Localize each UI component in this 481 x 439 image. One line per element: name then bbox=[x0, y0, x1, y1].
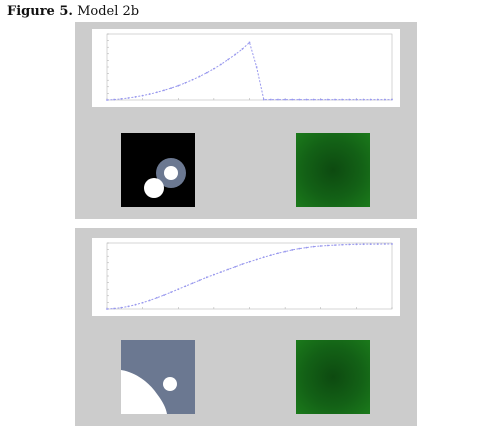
data-point bbox=[262, 256, 265, 259]
top-mask-image bbox=[121, 133, 195, 207]
data-point bbox=[198, 279, 201, 282]
data-point bbox=[277, 252, 279, 255]
data-point bbox=[212, 67, 215, 70]
data-point bbox=[383, 98, 386, 101]
data-point bbox=[355, 243, 358, 246]
data-point bbox=[163, 294, 165, 297]
data-point bbox=[155, 296, 158, 299]
data-point bbox=[241, 48, 244, 50]
data-point bbox=[262, 98, 265, 101]
data-point bbox=[212, 273, 215, 276]
bottom-line-chart bbox=[92, 238, 400, 316]
data-point bbox=[220, 271, 222, 273]
data-point bbox=[391, 98, 393, 101]
data-point bbox=[177, 84, 180, 87]
data-point bbox=[120, 98, 123, 100]
data-point bbox=[106, 99, 108, 101]
data-point bbox=[305, 246, 308, 249]
data-point bbox=[205, 71, 208, 74]
data-point bbox=[205, 276, 208, 279]
data-point bbox=[148, 93, 151, 95]
data-point bbox=[191, 282, 194, 285]
data-point bbox=[241, 263, 244, 266]
data-point bbox=[348, 243, 351, 246]
data-point bbox=[198, 75, 201, 78]
data-point bbox=[113, 307, 116, 310]
data-point bbox=[170, 87, 173, 90]
data-point bbox=[341, 243, 344, 246]
data-point bbox=[376, 243, 379, 245]
data-point bbox=[170, 291, 173, 294]
data-point bbox=[312, 245, 315, 248]
data-point bbox=[113, 98, 116, 101]
series-line bbox=[106, 243, 392, 310]
data-point bbox=[220, 63, 222, 66]
data-point bbox=[291, 98, 294, 101]
figure-caption: Figure 5. Model 2b bbox=[7, 4, 139, 19]
data-point bbox=[269, 254, 272, 257]
bottom-green-field-image bbox=[296, 340, 370, 414]
top-line-chart bbox=[92, 29, 400, 107]
data-point bbox=[141, 94, 144, 97]
data-point bbox=[376, 98, 379, 101]
data-point bbox=[319, 98, 322, 101]
data-point bbox=[134, 303, 137, 306]
top-figure-panel bbox=[75, 22, 417, 219]
series-line bbox=[106, 41, 392, 101]
bottom-line-chart-svg bbox=[106, 242, 393, 310]
data-point bbox=[369, 98, 372, 101]
bottom-figure-panel bbox=[75, 228, 417, 426]
data-point bbox=[248, 260, 251, 263]
top-green-field-image bbox=[296, 133, 370, 207]
data-point bbox=[284, 250, 287, 253]
data-point bbox=[369, 243, 372, 246]
data-point bbox=[383, 243, 386, 245]
data-point bbox=[255, 66, 258, 68]
data-point bbox=[391, 243, 393, 245]
data-point bbox=[277, 98, 279, 101]
data-point bbox=[106, 308, 108, 310]
data-point bbox=[334, 98, 336, 101]
data-point bbox=[227, 268, 230, 271]
data-point bbox=[255, 258, 258, 261]
data-point bbox=[177, 288, 180, 291]
data-point bbox=[326, 98, 329, 101]
data-point bbox=[362, 243, 365, 246]
data-point bbox=[227, 58, 230, 61]
data-point bbox=[312, 98, 315, 101]
data-point bbox=[163, 89, 165, 92]
data-point bbox=[319, 245, 322, 247]
data-point bbox=[355, 98, 358, 101]
data-point bbox=[191, 78, 194, 81]
figure-title: Model 2b bbox=[77, 4, 140, 19]
data-point bbox=[341, 98, 344, 101]
data-point bbox=[134, 96, 137, 98]
data-point bbox=[298, 98, 301, 101]
data-point bbox=[284, 98, 287, 101]
data-point bbox=[234, 53, 237, 56]
data-point bbox=[127, 305, 130, 308]
data-point bbox=[184, 285, 187, 288]
data-point bbox=[155, 91, 158, 94]
data-point bbox=[141, 301, 144, 304]
data-point bbox=[326, 244, 329, 247]
data-point bbox=[334, 244, 336, 247]
data-point bbox=[298, 247, 301, 250]
data-point bbox=[184, 81, 187, 84]
data-point bbox=[348, 98, 351, 101]
figure-label: Figure 5. bbox=[7, 4, 73, 19]
data-point bbox=[269, 98, 272, 101]
data-point bbox=[305, 98, 308, 101]
data-point bbox=[248, 41, 251, 44]
top-line-chart-svg bbox=[106, 33, 393, 101]
data-point bbox=[362, 98, 365, 101]
bottom-mask-image bbox=[121, 340, 195, 414]
data-point bbox=[291, 249, 294, 251]
data-point bbox=[127, 97, 130, 99]
data-point bbox=[234, 265, 237, 268]
data-point bbox=[148, 299, 151, 302]
data-point bbox=[120, 306, 123, 309]
plot-axes-frame bbox=[106, 242, 393, 310]
